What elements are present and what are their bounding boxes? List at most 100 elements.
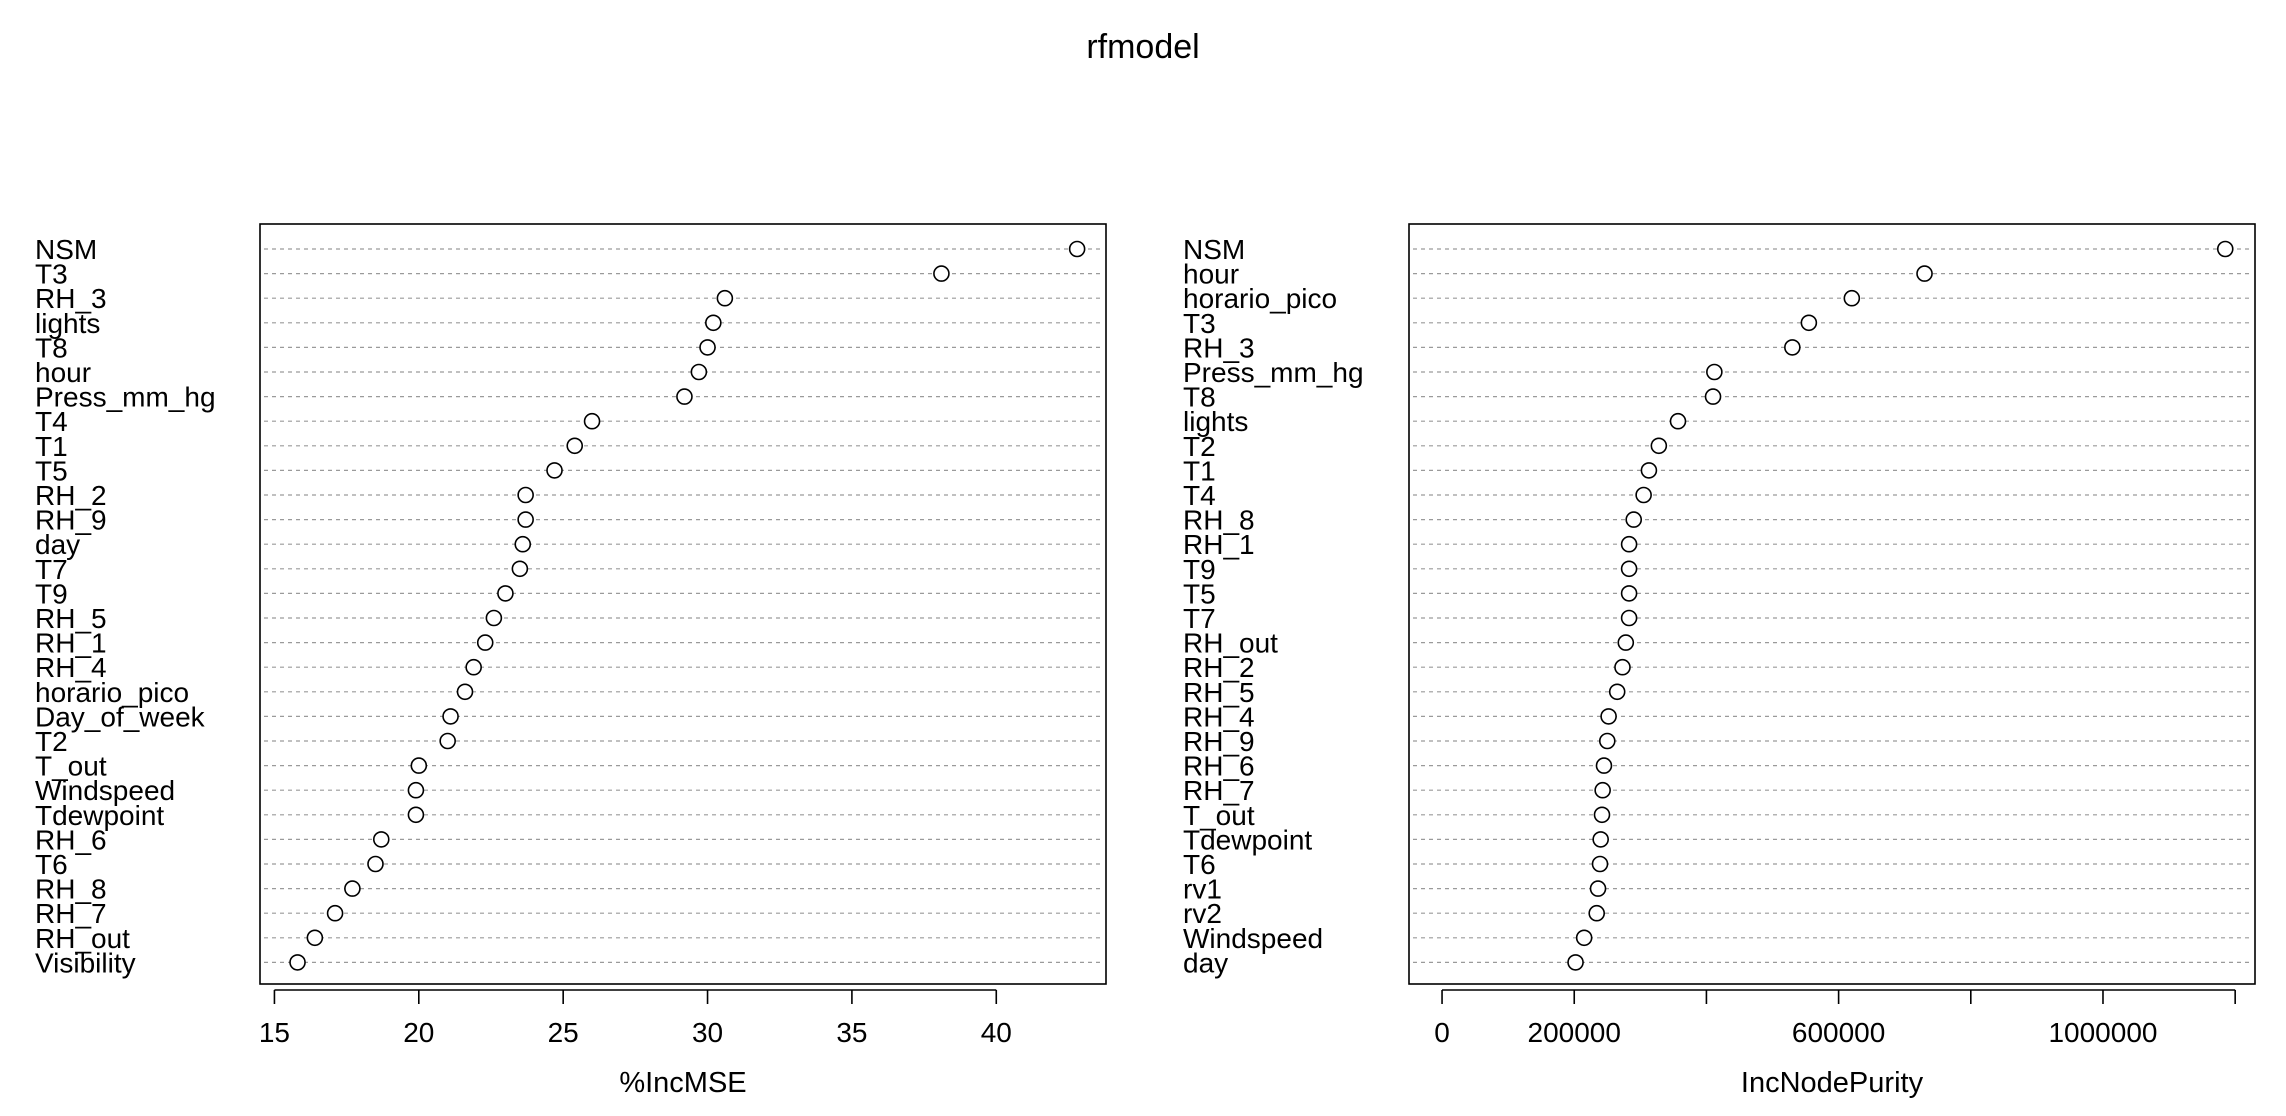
incnodepurity-category-label: T3 (1183, 308, 1216, 339)
incnodepurity-category-label: RH_6 (1183, 751, 1255, 782)
incmse-point (439, 732, 456, 750)
incmse-category-label: hour (35, 357, 91, 388)
incmse-category-label: T3 (35, 259, 68, 290)
incmse-x-tick-label: 15 (259, 1017, 290, 1048)
incnodepurity-point (1800, 314, 1818, 332)
incnodepurity-point (1595, 757, 1613, 774)
incmse-category-label: RH_9 (35, 505, 107, 536)
incmse-category-label: RH_out (35, 923, 130, 954)
incmse-point (705, 314, 722, 332)
incmse-category-label: Windspeed (35, 775, 175, 806)
incmse-point (511, 560, 529, 578)
incmse-category-label: NSM (35, 234, 97, 265)
incnodepurity-category-label: RH_8 (1183, 505, 1255, 536)
incmse-category-label: RH_4 (35, 652, 107, 683)
incnodepurity-point (1620, 560, 1638, 578)
incnodepurity-point (1593, 806, 1611, 824)
incmse-point (442, 708, 459, 725)
incnodepurity-point (1592, 831, 1609, 848)
incmse-point (407, 781, 425, 799)
incmse-point (583, 412, 601, 430)
incmse-x-tick-label: 25 (548, 1017, 579, 1048)
incnodepurity-category-label: hour (1183, 259, 1239, 290)
incnodepurity-point (1625, 511, 1643, 528)
incnodepurity-category-label: horario_pico (1183, 283, 1337, 314)
incmse-category-label: T1 (35, 431, 68, 462)
incmse-x-axis-title: %IncMSE (619, 1067, 746, 1099)
incnodepurity-category-label: T6 (1183, 849, 1216, 880)
incmse-point (306, 929, 324, 947)
incnodepurity-point (1784, 339, 1801, 356)
incmse-x-tick-label: 35 (836, 1017, 867, 1048)
incnodepurity-x-tick-label: 0 (1434, 1017, 1450, 1048)
incmse-category-label: T9 (35, 578, 68, 609)
incnodepurity-point (1600, 708, 1617, 725)
incnodepurity-category-label: RH_1 (1183, 529, 1255, 560)
incmse-point (514, 535, 532, 553)
incmse-category-label: RH_8 (35, 874, 107, 905)
incmse-category-label: RH_1 (35, 628, 107, 659)
incmse-point (566, 437, 584, 455)
incmse-point (476, 634, 494, 651)
incmse-point (933, 265, 950, 282)
incnodepurity-category-label: Tdewpoint (1183, 824, 1312, 855)
incnodepurity-point (1620, 535, 1638, 553)
incnodepurity-x-tick-label: 600000 (1792, 1017, 1885, 1048)
incmse-point (517, 486, 534, 504)
incnodepurity-category-label: lights (1183, 406, 1248, 437)
incmse-category-label: Press_mm_hg (35, 382, 216, 413)
incmse-point (344, 880, 361, 897)
incnodepurity-category-label: T7 (1183, 603, 1216, 634)
incnodepurity-category-label: T8 (1183, 382, 1216, 413)
incnodepurity-category-label: rv1 (1183, 874, 1222, 905)
incmse-category-label: T5 (35, 455, 68, 486)
incmse-point (546, 462, 563, 479)
incnodepurity-category-label: rv2 (1183, 898, 1222, 929)
incmse-category-label: Visibility (35, 947, 136, 978)
incnodepurity-category-label: T2 (1183, 431, 1216, 462)
incnodepurity-point (2216, 240, 2234, 258)
incmse-point (367, 855, 384, 873)
incmse-category-label: horario_pico (35, 677, 189, 708)
incmse-point (326, 904, 344, 922)
incnodepurity-point (1594, 781, 1611, 799)
incmse-category-label: RH_3 (35, 283, 107, 314)
incmse-plot-frame (259, 223, 1107, 985)
incmse-panel: NSMT3RH_3lightsT8hourPress_mm_hgT4T1T5RH… (35, 223, 1107, 1099)
incnodepurity-category-label: T4 (1183, 480, 1216, 511)
incmse-point (485, 609, 503, 627)
incnodepurity-point (1598, 732, 1616, 750)
incnodepurity-point (1843, 289, 1861, 307)
incmse-point (1068, 240, 1086, 258)
incnodepurity-plot-frame (1408, 223, 2256, 985)
incmse-category-label: T4 (35, 406, 68, 437)
incnodepurity-point (1916, 265, 1933, 282)
incmse-point (699, 339, 716, 356)
incmse-x-tick-label: 20 (403, 1017, 434, 1048)
incmse-category-label: RH_7 (35, 898, 107, 929)
incnodepurity-point (1640, 462, 1658, 479)
incnodepurity-category-label: T5 (1183, 578, 1216, 609)
incnodepurity-x-tick-label: 200000 (1528, 1017, 1621, 1048)
incnodepurity-category-label: day (1183, 947, 1228, 978)
incnodepurity-point (1704, 388, 1722, 405)
incnodepurity-category-label: Windspeed (1183, 923, 1323, 954)
incnodepurity-point (1635, 486, 1652, 504)
incmse-category-label: Tdewpoint (35, 800, 164, 831)
incnodepurity-panel: NSMhourhorario_picoT3RH_3Press_mm_hgT8li… (1183, 223, 2256, 1099)
incmse-category-label: T8 (35, 332, 68, 363)
incmse-x-tick-label: 30 (692, 1017, 723, 1048)
incmse-category-label: day (35, 529, 80, 560)
incmse-category-label: T2 (35, 726, 68, 757)
incnodepurity-category-label: T9 (1183, 554, 1216, 585)
incnodepurity-point (1620, 609, 1638, 627)
incmse-category-label: RH_5 (35, 603, 107, 634)
incnodepurity-category-label: T_out (1183, 800, 1255, 831)
chart-title: rfmodel (1086, 28, 1200, 66)
incmse-category-label: T6 (35, 849, 68, 880)
incnodepurity-point (1608, 683, 1626, 701)
incnodepurity-point (1614, 658, 1631, 676)
incmse-category-label: RH_2 (35, 480, 107, 511)
incnodepurity-category-label: T1 (1183, 455, 1216, 486)
incmse-point (690, 363, 708, 381)
